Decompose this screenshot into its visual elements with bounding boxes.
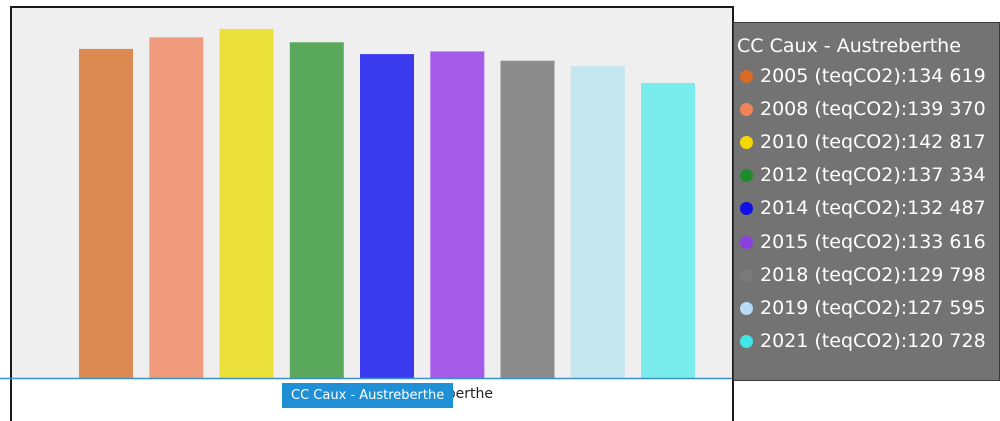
- legend-item-2015: 2015 (teqCO2):133 616: [740, 230, 986, 254]
- legend-item-label: 2015 (teqCO2):133 616: [760, 230, 986, 253]
- legend-swatch: [740, 334, 753, 348]
- bar-2019[interactable]: [570, 66, 625, 378]
- legend-swatch: [740, 268, 753, 282]
- legend-item-2010: 2010 (teqCO2):142 817: [740, 130, 986, 154]
- legend-swatch: [740, 235, 753, 249]
- legend-swatch: [740, 103, 753, 117]
- legend-item-2021: 2021 (teqCO2):120 728: [740, 329, 986, 353]
- legend-swatch: [740, 70, 753, 83]
- legend-item-2019: 2019 (teqCO2):127 595: [740, 296, 986, 320]
- legend-item-label: 2005 (teqCO2):134 619: [760, 65, 986, 87]
- bar-2021[interactable]: [641, 82, 695, 379]
- legend-item-label: 2018 (teqCO2):129 798: [760, 263, 986, 286]
- legend-item-label: 2021 (teqCO2):120 728: [760, 329, 986, 352]
- legend-swatch: [740, 169, 753, 183]
- legend-item-label: 2012 (teqCO2):137 334: [760, 164, 986, 187]
- bar-2005[interactable]: [79, 48, 133, 379]
- legend-swatch: [740, 301, 753, 315]
- legend-tooltip-panel: CC Caux - Austreberthe 2005 (teqCO2):134…: [733, 22, 1000, 381]
- category-tooltip: CC Caux - Austreberthe: [282, 383, 454, 408]
- legend-item-label: 2014 (teqCO2):132 487: [760, 197, 986, 220]
- legend-item-2008: 2008 (teqCO2):139 370: [740, 97, 986, 121]
- bar-2012[interactable]: [289, 42, 344, 379]
- legend-item-2018: 2018 (teqCO2):129 798: [740, 263, 986, 287]
- bar-2010[interactable]: [219, 28, 274, 379]
- bar-2018[interactable]: [500, 60, 555, 378]
- bar-2008[interactable]: [149, 37, 204, 379]
- legend-title: CC Caux - Austreberthe: [737, 35, 961, 57]
- legend-item-label: 2019 (teqCO2):127 595: [760, 296, 986, 319]
- legend-item-label: 2008 (teqCO2):139 370: [760, 98, 986, 121]
- bar-2014[interactable]: [360, 54, 414, 378]
- legend-swatch: [740, 202, 753, 216]
- legend-item-2012: 2012 (teqCO2):137 334: [740, 163, 986, 187]
- legend-item-label: 2010 (teqCO2):142 817: [760, 131, 986, 154]
- legend-item-2005: 2005 (teqCO2):134 619: [740, 64, 986, 88]
- legend-swatch: [740, 136, 753, 150]
- bar-2015[interactable]: [430, 51, 485, 379]
- legend-item-2014: 2014 (teqCO2):132 487: [740, 196, 986, 220]
